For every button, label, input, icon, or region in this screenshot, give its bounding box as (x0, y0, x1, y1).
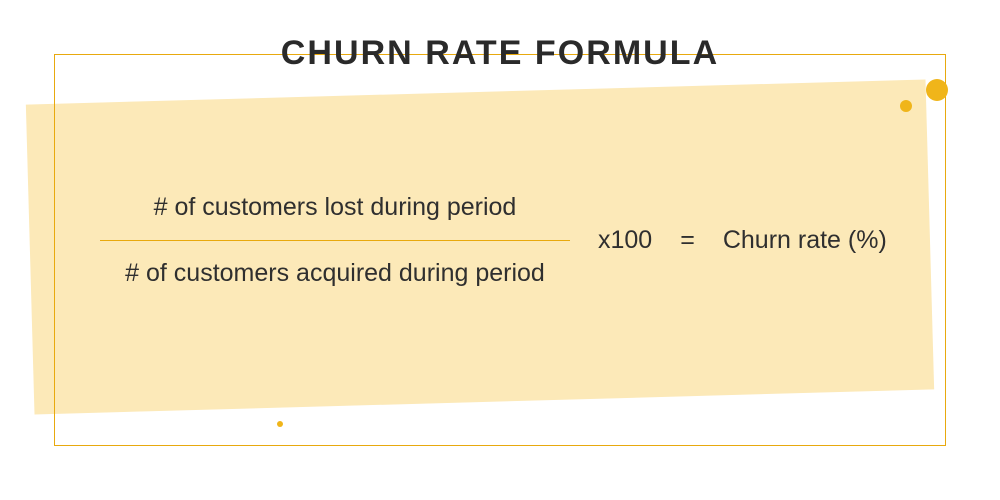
formula-equals: = (680, 226, 695, 255)
infographic-stage: CHURN RATE FORMULA # of customers lost d… (0, 0, 1000, 500)
formula: # of customers lost during period # of c… (100, 175, 887, 306)
dot-icon (926, 79, 948, 101)
formula-denominator: # of customers acquired during period (115, 241, 555, 306)
formula-multiplier: x100 (598, 226, 652, 255)
dot-icon (900, 100, 912, 112)
dot-icon (277, 421, 283, 427)
formula-numerator: # of customers lost during period (144, 175, 527, 240)
formula-result: Churn rate (%) (723, 226, 887, 255)
formula-fraction: # of customers lost during period # of c… (100, 175, 570, 306)
page-title: CHURN RATE FORMULA (0, 34, 1000, 73)
